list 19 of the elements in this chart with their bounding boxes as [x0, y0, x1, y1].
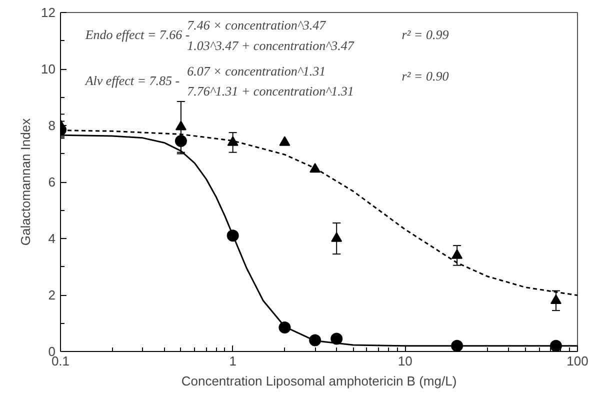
annotation: r² = 0.99 [402, 27, 450, 42]
y-axis-title: Galactomannan Index [18, 118, 34, 246]
annotation: 7.46 × concentration^3.47 [187, 18, 326, 33]
y-tick-label: 4 [48, 231, 56, 246]
y-tick-label: 6 [48, 174, 56, 190]
y-tick-label: 8 [48, 118, 56, 133]
y-tick-label: 10 [41, 62, 56, 76]
annotation: r² = 0.90 [402, 68, 450, 84]
y-tick-label: 12 [41, 5, 56, 20]
annotation: Alv effect = 7.85 - [84, 72, 180, 88]
annotation: Endo effect = 7.66 - [84, 27, 190, 42]
y-tick-label: 2 [48, 288, 56, 302]
x-axis-title: Concentration Liposomal amphotericin B (mg/L) [181, 374, 457, 388]
x-tick-label: 100 [566, 354, 588, 368]
annotation: 1.03^3.47 + concentration^3.47 [187, 38, 354, 53]
x-tick-label: 10 [398, 354, 412, 368]
annotation: 6.07 × concentration^1.31 [187, 63, 326, 78]
annotation: 7.76^1.31 + concentration^1.31 [187, 84, 354, 99]
x-tick-label: 1 [229, 354, 236, 368]
